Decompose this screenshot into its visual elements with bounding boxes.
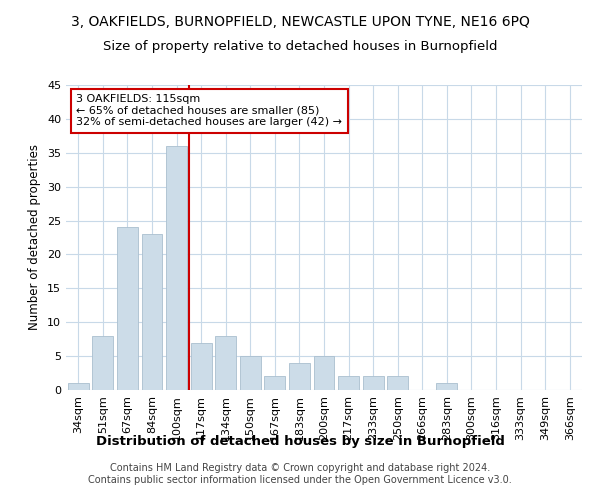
Bar	[314, 356, 334, 390]
Bar	[362, 376, 383, 390]
Bar	[265, 376, 286, 390]
Bar	[142, 234, 163, 390]
Bar	[215, 336, 236, 390]
Bar	[338, 376, 359, 390]
Bar	[191, 342, 212, 390]
Text: 3, OAKFIELDS, BURNOPFIELD, NEWCASTLE UPON TYNE, NE16 6PQ: 3, OAKFIELDS, BURNOPFIELD, NEWCASTLE UPO…	[71, 15, 529, 29]
Bar	[436, 383, 457, 390]
Y-axis label: Number of detached properties: Number of detached properties	[28, 144, 41, 330]
Text: Size of property relative to detached houses in Burnopfield: Size of property relative to detached ho…	[103, 40, 497, 53]
Text: Contains HM Land Registry data © Crown copyright and database right 2024.
Contai: Contains HM Land Registry data © Crown c…	[88, 464, 512, 485]
Bar	[92, 336, 113, 390]
Bar	[289, 363, 310, 390]
Text: Distribution of detached houses by size in Burnopfield: Distribution of detached houses by size …	[95, 435, 505, 448]
Bar	[166, 146, 187, 390]
Bar	[240, 356, 261, 390]
Bar	[68, 383, 89, 390]
Text: 3 OAKFIELDS: 115sqm
← 65% of detached houses are smaller (85)
32% of semi-detach: 3 OAKFIELDS: 115sqm ← 65% of detached ho…	[76, 94, 343, 128]
Bar	[387, 376, 408, 390]
Bar	[117, 228, 138, 390]
